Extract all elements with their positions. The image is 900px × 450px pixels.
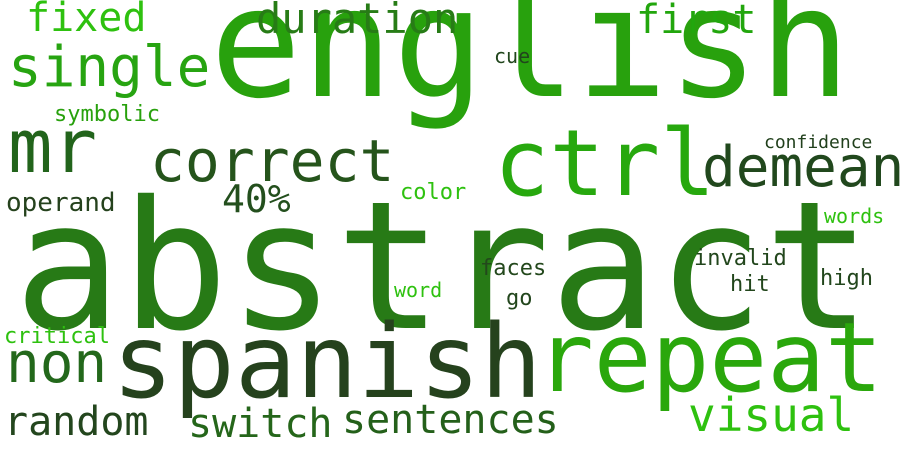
word-confidence: confidence (764, 132, 873, 153)
word-fixed: fixed (26, 0, 147, 41)
word-operand: operand (6, 188, 116, 218)
word-repeat: repeat (536, 302, 883, 414)
word-english: english (210, 0, 851, 132)
word-first: first (636, 0, 757, 43)
word-go: go (506, 286, 533, 311)
word-words: words (824, 204, 885, 228)
word-visual: visual (688, 388, 855, 442)
word-color: color (400, 180, 467, 205)
word-high: high (820, 266, 873, 291)
word-faces: faces (480, 256, 547, 281)
word-abstract: abstract (14, 163, 872, 370)
word-symbolic: symbolic (54, 102, 160, 127)
word-switch: switch (188, 401, 333, 447)
word-non: non (6, 331, 108, 396)
word-40-percent: 40% (222, 177, 291, 221)
word-word: word (394, 278, 443, 302)
word-duration: duration (256, 0, 459, 43)
word-demean: demean (702, 135, 900, 200)
word-random: random (4, 399, 149, 445)
word-invalid: invalid (694, 246, 787, 271)
word-cue: cue (494, 44, 531, 68)
word-sentences: sentences (342, 397, 559, 443)
word-single: single (8, 35, 211, 100)
word-correct: correct (150, 127, 395, 195)
word-spanish: spanish (112, 303, 542, 422)
word-mr: mr (8, 104, 98, 190)
word-critical: critical (4, 324, 110, 349)
word-hit: hit (730, 272, 770, 297)
word-ctrl: ctrl (494, 110, 716, 217)
